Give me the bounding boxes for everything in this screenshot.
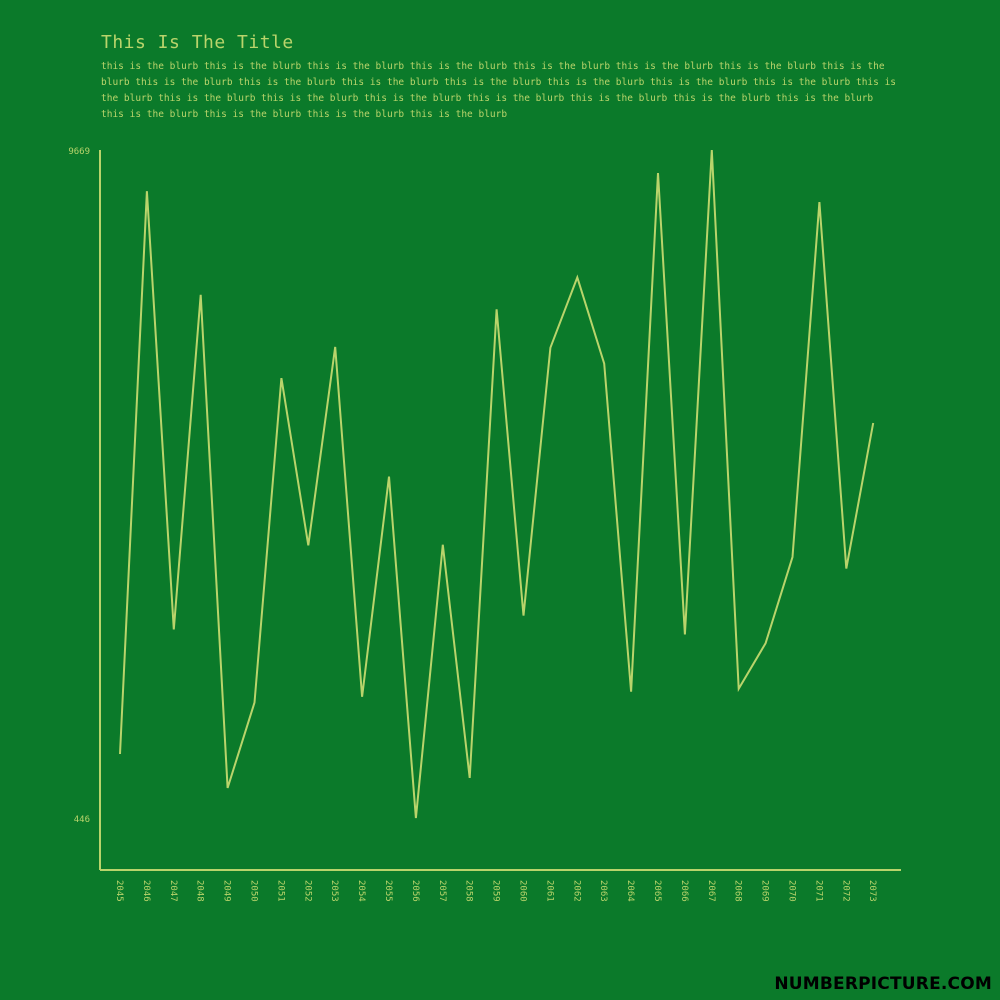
x-tick-label: 2050 <box>249 880 259 902</box>
x-axis-ticks: 2045 2046 2047 2048 2049 2050 2051 2052 2053 2054… <box>114 880 877 902</box>
x-tick-label: 2069 <box>760 880 770 902</box>
x-tick-label: 2048 <box>195 880 205 902</box>
x-tick-label: 2055 <box>383 880 393 902</box>
x-tick-label: 2060 <box>518 880 528 902</box>
x-tick-label: 2061 <box>544 880 554 902</box>
x-tick-label: 2064 <box>625 880 635 902</box>
x-tick-label: 2063 <box>598 880 608 902</box>
chart-blurb: this is the blurb this is the blurb this… <box>101 61 897 120</box>
x-tick-label: 2049 <box>222 880 232 902</box>
y-tick-label: 9669 <box>68 147 90 157</box>
x-tick-label: 2068 <box>733 880 743 902</box>
x-tick-label: 2056 <box>410 880 420 902</box>
x-tick-label: 2045 <box>114 880 124 902</box>
y-axis-ticks: 9669 446 <box>68 147 90 825</box>
series-line <box>119 149 875 819</box>
x-tick-label: 2054 <box>356 880 366 902</box>
chart-axes <box>99 150 901 871</box>
x-tick-label: 2072 <box>840 880 850 902</box>
chart-title: This Is The Title <box>101 32 294 53</box>
x-tick-label: 2066 <box>679 880 689 902</box>
watermark-label: NUMBERPICTURE.COM <box>774 974 992 994</box>
x-tick-label: 2046 <box>141 880 151 902</box>
x-tick-label: 2052 <box>302 880 312 902</box>
y-tick-label: 446 <box>74 815 90 825</box>
x-tick-label: 2051 <box>275 880 285 902</box>
series-line-group <box>119 149 875 819</box>
x-tick-label: 2058 <box>464 880 474 902</box>
x-tick-label: 2065 <box>652 880 662 902</box>
x-tick-label: 2062 <box>571 880 581 902</box>
x-tick-label: 2053 <box>329 880 339 902</box>
x-tick-label: 2047 <box>168 880 178 902</box>
x-tick-label: 2067 <box>706 880 716 902</box>
x-tick-label: 2073 <box>867 880 877 902</box>
x-tick-label: 2070 <box>787 880 797 902</box>
x-tick-label: 2071 <box>813 880 823 902</box>
x-tick-label: 2057 <box>437 880 447 902</box>
x-tick-label: 2059 <box>491 880 501 902</box>
